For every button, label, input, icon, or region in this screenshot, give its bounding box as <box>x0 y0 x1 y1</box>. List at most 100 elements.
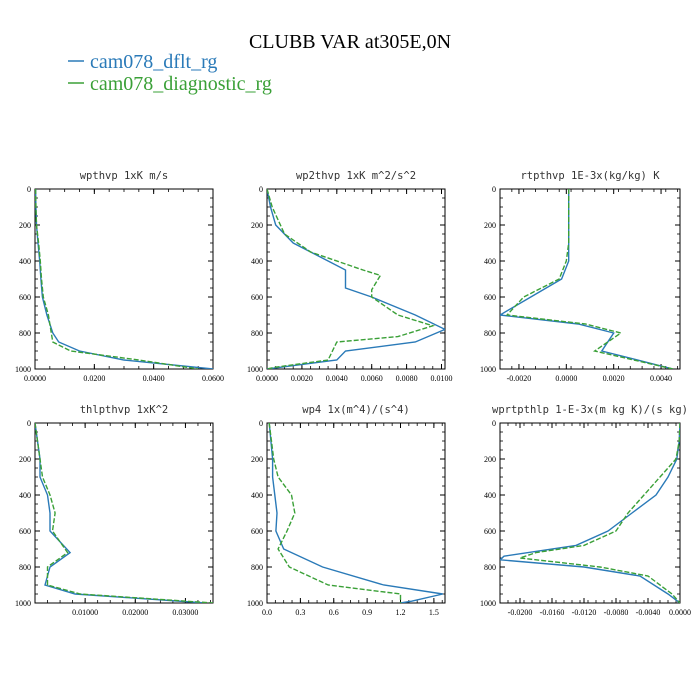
legend-label-dflt: cam078_dflt_rg <box>90 51 217 73</box>
panel-4: thlpthvp 1xK^2 0 200 400 600 800 1000 0.01000 0.… <box>15 404 214 617</box>
series-line-diagnostic <box>268 423 402 603</box>
y-tick-label: 0 <box>27 419 31 428</box>
series-line-diagnostic <box>519 423 680 603</box>
x-tick-label: -0.0040 <box>636 608 661 617</box>
y-tick-label: 400 <box>484 491 496 500</box>
x-tick-label: 0.0040 <box>326 374 348 383</box>
y-tick-label: 0 <box>492 185 496 194</box>
series-line-dflt <box>500 189 674 369</box>
panel-title: thlpthvp 1xK^2 <box>80 404 169 416</box>
panel-title: rtpthvp 1E-3x(kg/kg) K <box>520 170 660 182</box>
y-tick-label: 200 <box>251 221 263 230</box>
series-line-dflt <box>500 423 680 603</box>
x-tick-label: 0.0000 <box>24 374 46 383</box>
y-tick-label: 800 <box>484 329 496 338</box>
y-tick-label: 1000 <box>480 599 496 608</box>
x-tick-label: 0.0600 <box>202 374 224 383</box>
x-tick-label: 0.3 <box>295 608 305 617</box>
y-tick-label: 1000 <box>247 365 263 374</box>
x-tick-label: 0.0060 <box>361 374 383 383</box>
panel-title: wp4 1x(m^4)/(s^4) <box>302 404 409 416</box>
x-tick-label: 0.01000 <box>72 608 98 617</box>
x-tick-label: 0.0200 <box>83 374 105 383</box>
series-line-dflt <box>35 423 206 603</box>
y-tick-label: 600 <box>19 293 31 302</box>
x-tick-label: -0.0200 <box>508 608 533 617</box>
series-line-diagnostic <box>505 189 674 369</box>
y-tick-label: 600 <box>484 293 496 302</box>
x-tick-label: -0.0020 <box>507 374 532 383</box>
y-tick-label: 1000 <box>15 599 31 608</box>
x-tick-label: 0.0100 <box>431 374 453 383</box>
x-tick-label: 0.9 <box>362 608 372 617</box>
y-tick-label: 600 <box>251 293 263 302</box>
x-tick-label: 0.0000 <box>555 374 577 383</box>
series-line-dflt <box>267 189 445 369</box>
x-tick-label: 0.6 <box>329 608 339 617</box>
y-tick-label: 600 <box>19 527 31 536</box>
y-tick-label: 400 <box>251 491 263 500</box>
y-tick-label: 600 <box>484 527 496 536</box>
panel-6: wprtpthlp 1-E-3x(m kg K)/(s kg) 0 200 400 60… <box>480 404 691 617</box>
y-tick-label: 0 <box>27 185 31 194</box>
y-tick-label: 200 <box>484 455 496 464</box>
x-tick-label: -0.0120 <box>572 608 597 617</box>
series-line-diagnostic <box>267 189 436 369</box>
y-tick-label: 0 <box>259 185 263 194</box>
panel-title: wp2thvp 1xK m^2/s^2 <box>296 170 416 182</box>
legend-label-diagnostic: cam078_diagnostic_rg <box>90 73 272 95</box>
x-tick-label: 0.03000 <box>172 608 198 617</box>
x-tick-label: 0.0080 <box>396 374 418 383</box>
x-tick-label: 1.2 <box>396 608 406 617</box>
series-line-diagnostic <box>35 423 213 603</box>
panel-frame <box>34 188 214 370</box>
figure-title: CLUBB VAR at305E,0N <box>249 31 451 53</box>
series-line-diagnostic <box>35 189 199 369</box>
x-tick-label: -0.0160 <box>540 608 565 617</box>
y-tick-label: 200 <box>484 221 496 230</box>
series-line-dflt <box>35 189 213 369</box>
legend: cam078_dflt_rg cam078_diagnostic_rg <box>68 51 272 95</box>
y-tick-label: 400 <box>484 257 496 266</box>
panel-frame <box>499 422 681 604</box>
y-tick-label: 400 <box>19 491 31 500</box>
x-tick-label: 0.0000 <box>256 374 278 383</box>
y-tick-label: 800 <box>251 563 263 572</box>
y-tick-label: 600 <box>251 527 263 536</box>
x-tick-label: 0.0020 <box>603 374 625 383</box>
panel-3: rtpthvp 1E-3x(kg/kg) K 0 200 400 600 800 1000 -… <box>480 170 681 383</box>
panel-title: wprtpthlp 1-E-3x(m kg K)/(s kg) <box>492 404 688 416</box>
x-tick-label: 0.0000 <box>669 608 691 617</box>
panel-frame <box>266 188 446 370</box>
y-tick-label: 200 <box>19 455 31 464</box>
series-line-dflt <box>268 423 443 603</box>
panel-title: wpthvp 1xK m/s <box>80 170 169 182</box>
y-tick-label: 800 <box>19 329 31 338</box>
y-tick-label: 400 <box>19 257 31 266</box>
y-tick-label: 400 <box>251 257 263 266</box>
x-tick-label: 0.0040 <box>650 374 672 383</box>
y-tick-label: 1000 <box>247 599 263 608</box>
x-tick-label: 0.0 <box>262 608 272 617</box>
x-tick-label: -0.0080 <box>604 608 629 617</box>
panel-frame <box>34 422 214 604</box>
panel-frame <box>266 422 446 604</box>
y-tick-label: 800 <box>251 329 263 338</box>
x-tick-label: 0.02000 <box>122 608 148 617</box>
y-tick-label: 0 <box>492 419 496 428</box>
y-tick-label: 200 <box>19 221 31 230</box>
y-tick-label: 1000 <box>480 365 496 374</box>
y-tick-label: 800 <box>19 563 31 572</box>
y-tick-label: 1000 <box>15 365 31 374</box>
y-tick-label: 800 <box>484 563 496 572</box>
y-tick-label: 200 <box>251 455 263 464</box>
x-tick-label: 1.5 <box>429 608 439 617</box>
x-tick-label: 0.0020 <box>291 374 313 383</box>
panel-frame <box>499 188 681 370</box>
y-tick-label: 0 <box>259 419 263 428</box>
panel-2: wp2thvp 1xK m^2/s^2020040060080010000.00… <box>247 170 453 383</box>
